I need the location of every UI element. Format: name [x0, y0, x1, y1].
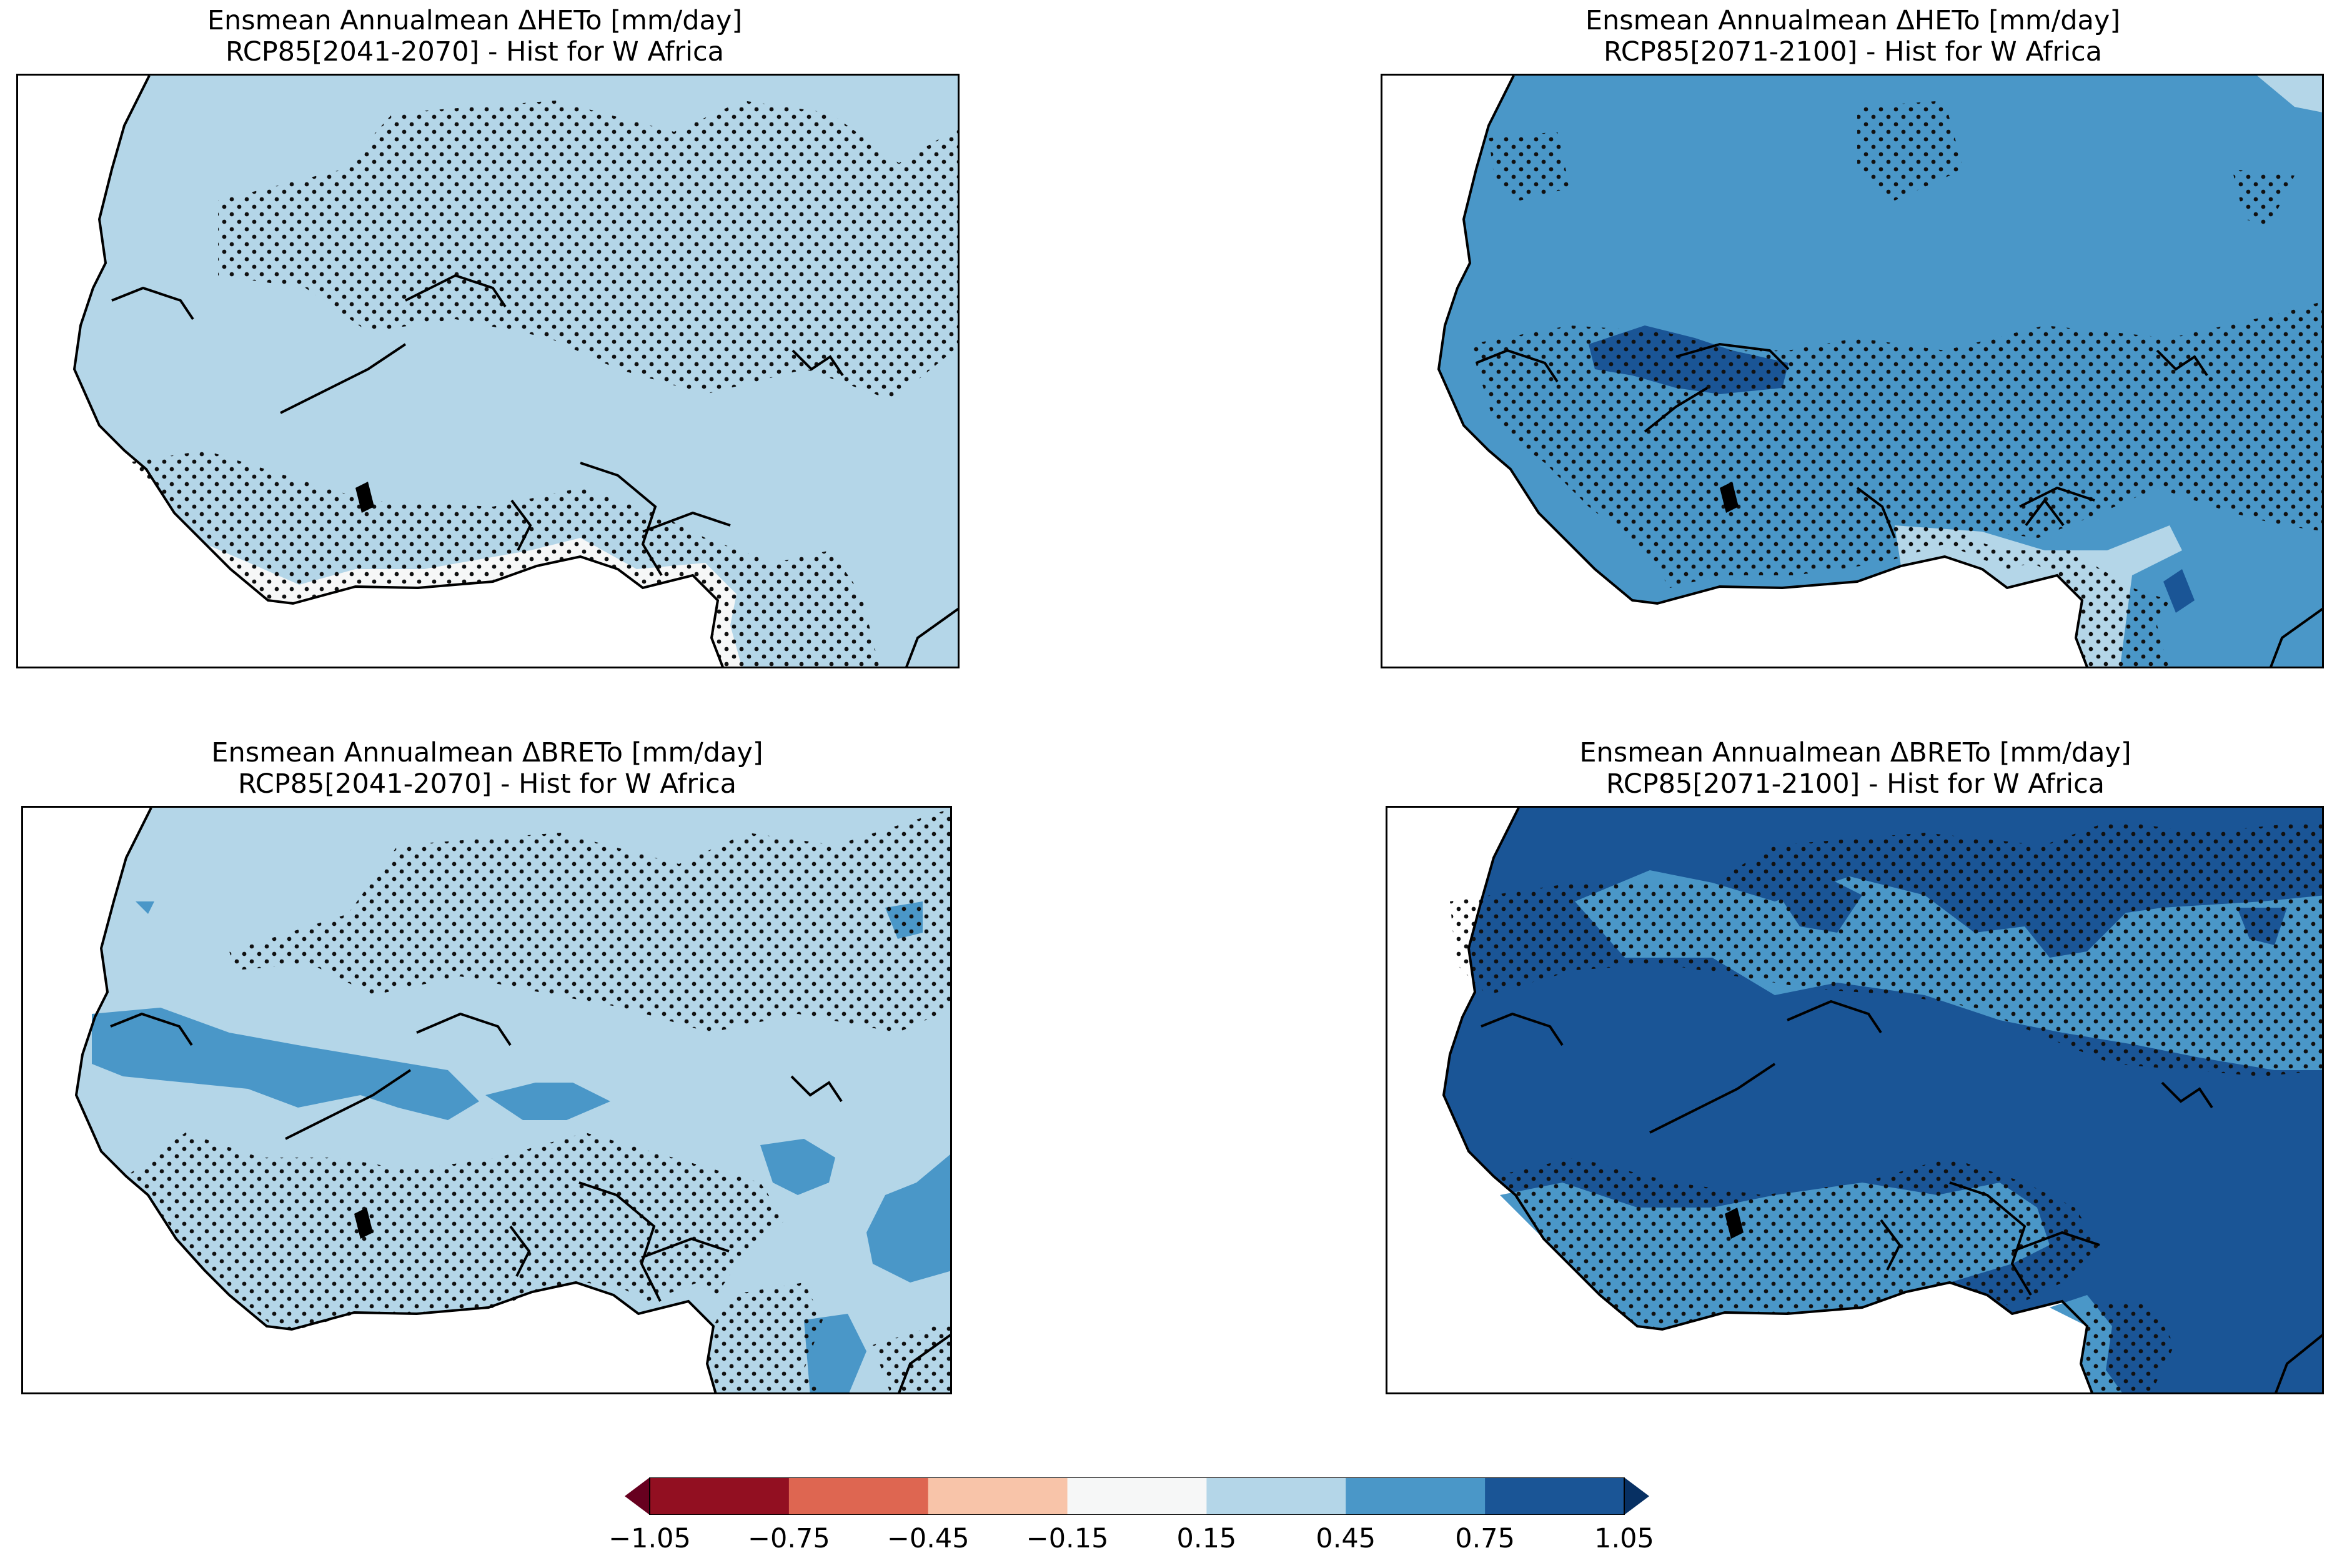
lake	[354, 1208, 373, 1239]
panel-1-title-line1: Ensmean Annualmean ΔHETo [mm/day]	[207, 5, 743, 36]
colorbar-segment	[1067, 1477, 1207, 1515]
panel-4-title-line1: Ensmean Annualmean ΔBRETo [mm/day]	[1579, 737, 2131, 768]
colorbar-segment	[1206, 1477, 1346, 1515]
hatch-region	[124, 450, 880, 667]
mid-region	[866, 1154, 950, 1283]
borders	[1442, 808, 2322, 1392]
colorbar-tick-label: 0.15	[1176, 1523, 1237, 1554]
colorbar-segment	[788, 1477, 929, 1515]
hatch-region	[1450, 820, 2322, 1076]
hatch-region	[1857, 525, 2170, 667]
panel-3-title: Ensmean Annualmean ΔBRETo [mm/day] RCP85…	[12, 737, 962, 800]
panel-2-title-line2: RCP85[2071-2100] - Hist for W Africa	[1603, 36, 2103, 67]
hatch-region	[873, 1321, 950, 1392]
panel-2-title: Ensmean Annualmean ΔHETo [mm/day] RCP85[…	[1378, 5, 2328, 67]
mid-region	[760, 1139, 835, 1195]
colorbar-tick-label: −0.45	[886, 1523, 970, 1554]
colorbar-segment	[928, 1477, 1068, 1515]
map-panel-4	[1386, 806, 2324, 1394]
hatch-region	[126, 1133, 785, 1329]
hatch-region	[218, 101, 958, 400]
colorbar-segment	[1485, 1477, 1625, 1515]
borders	[74, 808, 950, 1392]
mid-region	[92, 1008, 479, 1120]
map-panel-2	[1381, 74, 2324, 668]
mid-region	[485, 1083, 610, 1120]
panel-3-title-line2: RCP85[2041-2070] - Hist for W Africa	[237, 768, 737, 800]
panel-2-title-line1: Ensmean Annualmean ΔHETo [mm/day]	[1585, 5, 2121, 36]
panel-1-title: Ensmean Annualmean ΔHETo [mm/day] RCP85[…	[0, 5, 950, 67]
colorbar-tick-label: 0.75	[1455, 1523, 1516, 1554]
map-panel-3	[21, 806, 952, 1394]
colorbar-over-arrow	[1624, 1477, 1649, 1515]
mid-region	[804, 1314, 866, 1392]
hatch-region	[1494, 1158, 2100, 1329]
panel-1-title-line2: RCP85[2041-2070] - Hist for W Africa	[225, 36, 725, 67]
light-region	[2257, 76, 2322, 112]
colorbar-segment	[1346, 1477, 1486, 1515]
hatch-region	[2232, 169, 2295, 226]
colorbar-tick-label: −0.75	[747, 1523, 830, 1554]
hatch-region	[1857, 101, 1963, 201]
borders	[1437, 76, 2322, 667]
panel-4-title-line2: RCP85[2071-2100] - Hist for W Africa	[1605, 768, 2105, 800]
borders	[72, 76, 958, 667]
dark-region	[2163, 569, 2195, 613]
lake	[1725, 1208, 1744, 1239]
colorbar-tick-label: 0.45	[1316, 1523, 1376, 1554]
colorbar-tick-label: −1.05	[608, 1523, 691, 1554]
hatch-region	[2081, 1301, 2175, 1392]
hatch-region	[1470, 301, 2322, 588]
lake	[1720, 482, 1739, 513]
colorbar-under-arrow	[625, 1477, 650, 1515]
panel-3-title-line1: Ensmean Annualmean ΔBRETo [mm/day]	[211, 737, 763, 768]
colorbar	[625, 1477, 1649, 1515]
lake	[355, 482, 374, 513]
colorbar-tick-label: 1.05	[1594, 1523, 1654, 1554]
mid-region	[136, 901, 154, 914]
map-panel-1	[16, 74, 960, 668]
hatch-region	[1489, 132, 1570, 201]
hatch-region	[707, 1283, 823, 1392]
hatch-region	[229, 808, 950, 1033]
panel-4-title: Ensmean Annualmean ΔBRETo [mm/day] RCP85…	[1381, 737, 2330, 800]
colorbar-segment	[650, 1477, 790, 1515]
colorbar-tick-label: −0.15	[1026, 1523, 1109, 1554]
